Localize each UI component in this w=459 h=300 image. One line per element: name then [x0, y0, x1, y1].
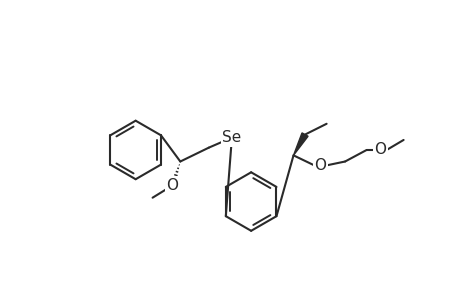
- Text: Se: Se: [222, 130, 241, 145]
- Text: O: O: [314, 158, 326, 173]
- Text: O: O: [166, 178, 178, 193]
- Polygon shape: [293, 133, 308, 155]
- Text: O: O: [374, 142, 386, 158]
